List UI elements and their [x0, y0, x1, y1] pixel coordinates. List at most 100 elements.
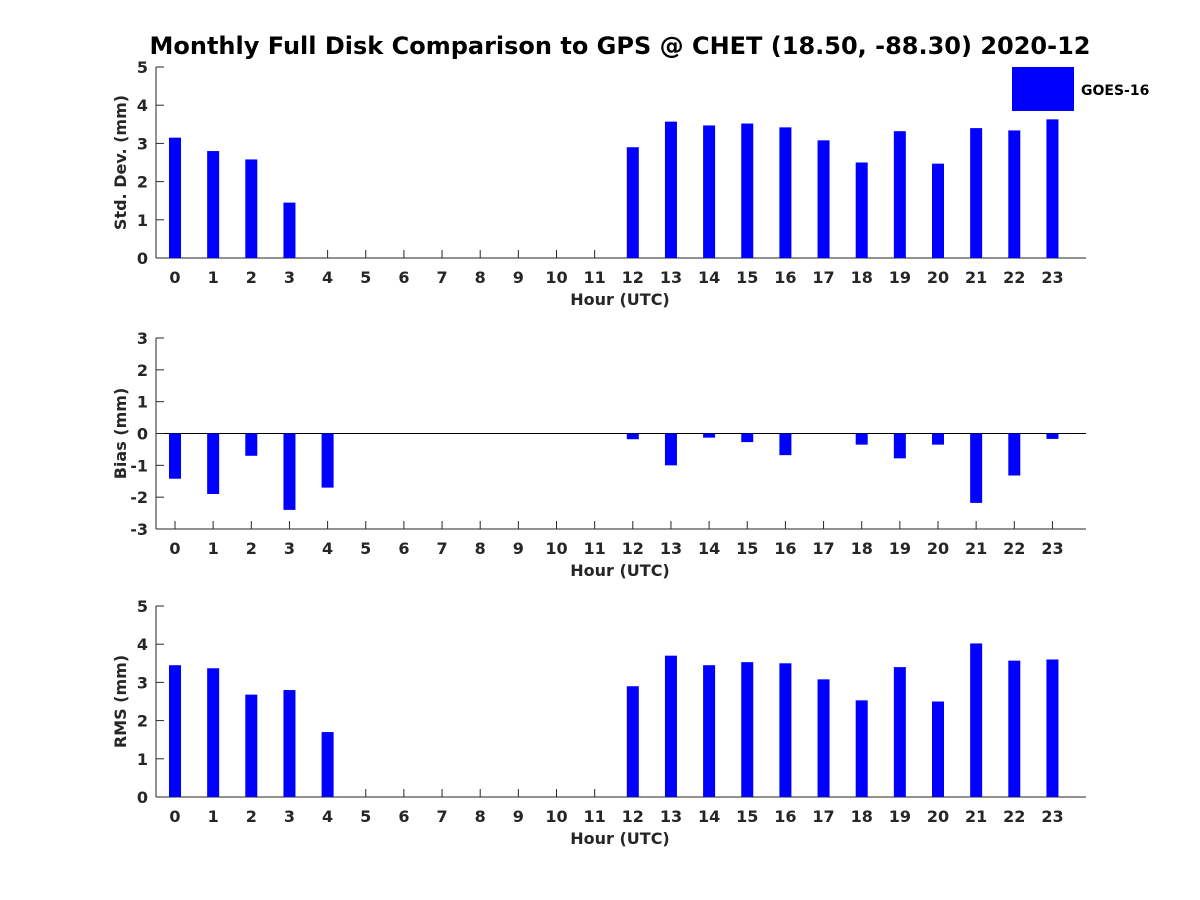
x-tick-label: 3: [284, 807, 295, 826]
x-tick-label: 2: [246, 807, 257, 826]
x-axis-label: Hour (UTC): [570, 561, 670, 580]
x-tick-label: 14: [698, 539, 720, 558]
x-tick-label: 5: [360, 807, 371, 826]
bar: [703, 125, 716, 258]
bar: [321, 732, 334, 797]
bar: [741, 662, 754, 797]
x-tick-label: 19: [889, 268, 911, 287]
y-tick-label: -2: [130, 488, 148, 507]
bar: [855, 700, 868, 797]
y-axis-label: Std. Dev. (mm): [111, 95, 130, 230]
x-tick-label: 13: [660, 539, 682, 558]
bar: [893, 433, 906, 459]
bar: [703, 665, 716, 797]
bar: [855, 433, 868, 445]
x-tick-label: 9: [513, 268, 524, 287]
bar: [664, 433, 677, 466]
bar: [779, 663, 792, 797]
x-tick-label: 4: [322, 268, 333, 287]
bar: [283, 202, 296, 258]
legend-swatch: [1012, 67, 1074, 111]
x-tick-label: 4: [322, 807, 333, 826]
bar: [626, 147, 639, 258]
x-tick-label: 14: [698, 268, 720, 287]
x-tick-label: 11: [584, 539, 606, 558]
y-tick-label: 4: [137, 635, 148, 654]
x-tick-label: 1: [208, 268, 219, 287]
x-tick-label: 9: [513, 807, 524, 826]
bar: [626, 686, 639, 797]
x-tick-label: 15: [736, 268, 758, 287]
x-tick-label: 18: [851, 807, 873, 826]
bar: [741, 433, 754, 443]
x-tick-label: 17: [812, 539, 834, 558]
x-tick-label: 22: [1003, 807, 1025, 826]
x-tick-label: 13: [660, 268, 682, 287]
x-tick-label: 21: [965, 268, 987, 287]
bar: [779, 433, 792, 456]
x-tick-label: 12: [622, 539, 644, 558]
x-tick-label: 15: [736, 807, 758, 826]
x-axis-label: Hour (UTC): [570, 290, 670, 309]
x-tick-label: 21: [965, 807, 987, 826]
x-tick-label: 18: [851, 268, 873, 287]
bar: [321, 433, 334, 488]
y-tick-label: -1: [130, 456, 148, 475]
y-tick-label: 1: [137, 393, 148, 412]
y-tick-label: 5: [137, 597, 148, 616]
bar: [1046, 433, 1059, 439]
x-tick-label: 10: [545, 807, 567, 826]
x-tick-label: 17: [812, 268, 834, 287]
x-tick-label: 7: [436, 268, 447, 287]
bar: [703, 433, 716, 438]
y-tick-label: 2: [137, 361, 148, 380]
bar: [779, 127, 792, 258]
bar: [207, 151, 220, 258]
bar: [283, 690, 296, 797]
bar: [207, 433, 220, 494]
x-tick-label: 7: [436, 539, 447, 558]
x-tick-label: 2: [246, 539, 257, 558]
x-tick-label: 2: [246, 268, 257, 287]
x-tick-label: 8: [475, 268, 486, 287]
x-tick-label: 19: [889, 539, 911, 558]
bar: [970, 643, 983, 797]
x-tick-label: 8: [475, 807, 486, 826]
y-tick-label: 1: [137, 211, 148, 230]
x-tick-label: 0: [169, 539, 180, 558]
bar: [169, 665, 181, 797]
bar: [283, 433, 296, 510]
x-tick-label: 0: [169, 807, 180, 826]
y-axis-label: Bias (mm): [111, 388, 130, 480]
bar: [664, 655, 677, 797]
x-tick-label: 5: [360, 268, 371, 287]
x-tick-label: 6: [398, 268, 409, 287]
bar: [855, 162, 868, 258]
x-tick-label: 16: [774, 807, 796, 826]
x-tick-label: 1: [208, 539, 219, 558]
x-tick-label: 10: [545, 268, 567, 287]
x-tick-label: 23: [1041, 539, 1063, 558]
bar: [1008, 130, 1021, 258]
x-tick-label: 17: [812, 807, 834, 826]
y-tick-label: 2: [137, 173, 148, 192]
bar: [245, 159, 258, 258]
y-tick-label: 0: [137, 249, 148, 268]
x-tick-label: 21: [965, 539, 987, 558]
bar: [664, 121, 677, 258]
bar: [1008, 660, 1021, 797]
bar: [1046, 659, 1059, 797]
x-tick-label: 23: [1041, 807, 1063, 826]
x-tick-label: 22: [1003, 268, 1025, 287]
x-tick-label: 8: [475, 539, 486, 558]
bar: [245, 694, 258, 797]
x-tick-label: 3: [284, 539, 295, 558]
bar: [169, 433, 181, 479]
y-tick-label: 1: [137, 750, 148, 769]
y-tick-label: 0: [137, 425, 148, 444]
x-axis-label: Hour (UTC): [570, 829, 670, 848]
y-tick-label: 3: [137, 134, 148, 153]
bar: [817, 140, 830, 258]
